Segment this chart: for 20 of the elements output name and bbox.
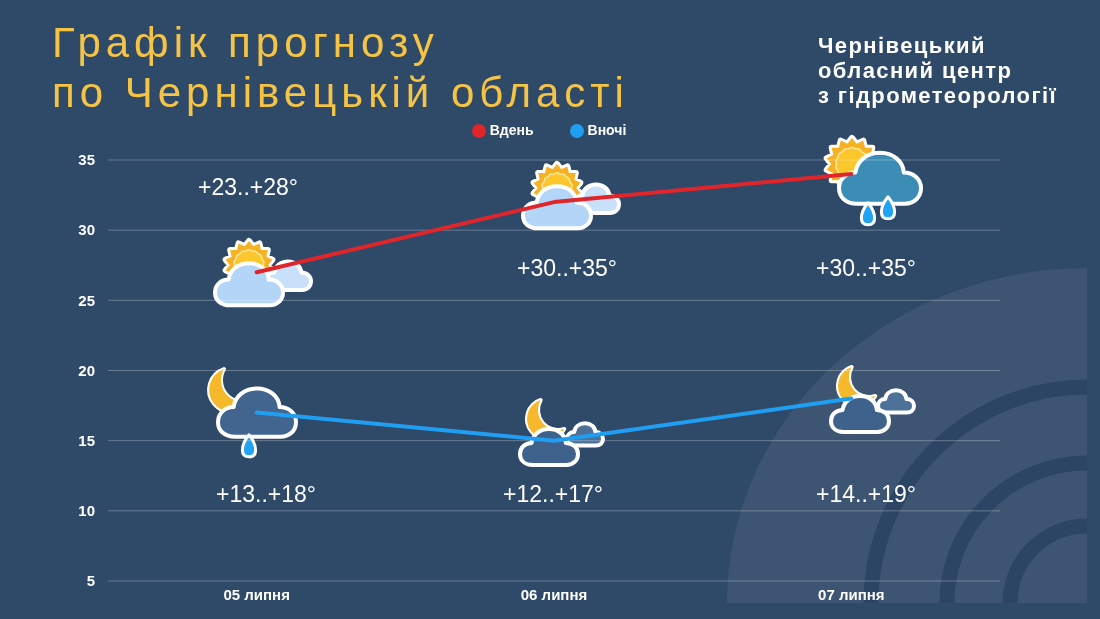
y-tick-label: 10 [78, 502, 95, 520]
legend-label: Вдень [489, 122, 535, 138]
y-tick-label: 30 [78, 221, 95, 239]
text: Чернівецький обласний центр з гідрометеорології [818, 33, 1058, 108]
y-tick-label: 5 [86, 572, 95, 590]
y-tick-label: 35 [78, 151, 95, 169]
y-tick-label: 15 [78, 431, 95, 449]
x-tick-label: 07 липня [818, 585, 885, 603]
x-tick-label: 05 липня [223, 585, 290, 603]
y-tick-label: 20 [78, 361, 95, 379]
y-tick-label: 25 [78, 291, 95, 309]
chart-title: Графік прогнозу по Чернівецькій області [52, 18, 629, 118]
annotation: +30..+35° [516, 255, 618, 281]
annotation: +30..+35° [815, 255, 917, 281]
annotation: +23..+28° [197, 174, 299, 200]
legend-label: Вночі [587, 122, 627, 138]
annotation: +14..+19° [815, 481, 917, 507]
annotation: +12..+17° [502, 481, 604, 507]
x-tick-label: 06 липня [520, 585, 588, 603]
annotation: +13..+18° [215, 481, 317, 507]
